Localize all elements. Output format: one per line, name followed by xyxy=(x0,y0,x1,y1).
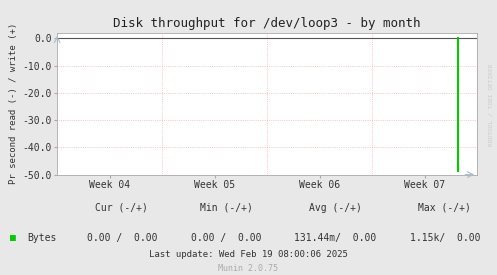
Text: Last update: Wed Feb 19 08:00:06 2025: Last update: Wed Feb 19 08:00:06 2025 xyxy=(149,250,348,259)
Text: 0.00 /  0.00: 0.00 / 0.00 xyxy=(86,233,157,243)
Text: Munin 2.0.75: Munin 2.0.75 xyxy=(219,265,278,273)
Text: Max (-/+): Max (-/+) xyxy=(418,203,471,213)
Text: 131.44m/  0.00: 131.44m/ 0.00 xyxy=(294,233,377,243)
Text: 0.00 /  0.00: 0.00 / 0.00 xyxy=(191,233,261,243)
Text: RRDTOOL / TOBI OETIKER: RRDTOOL / TOBI OETIKER xyxy=(489,63,494,146)
Title: Disk throughput for /dev/loop3 - by month: Disk throughput for /dev/loop3 - by mont… xyxy=(113,17,421,31)
Y-axis label: Pr second read (-) / write (+): Pr second read (-) / write (+) xyxy=(9,23,18,185)
Text: 1.15k/  0.00: 1.15k/ 0.00 xyxy=(410,233,480,243)
Text: Cur (-/+): Cur (-/+) xyxy=(95,203,148,213)
Text: ■: ■ xyxy=(10,233,16,243)
Text: Avg (-/+): Avg (-/+) xyxy=(309,203,362,213)
Text: Bytes: Bytes xyxy=(27,233,57,243)
Text: Min (-/+): Min (-/+) xyxy=(200,203,252,213)
